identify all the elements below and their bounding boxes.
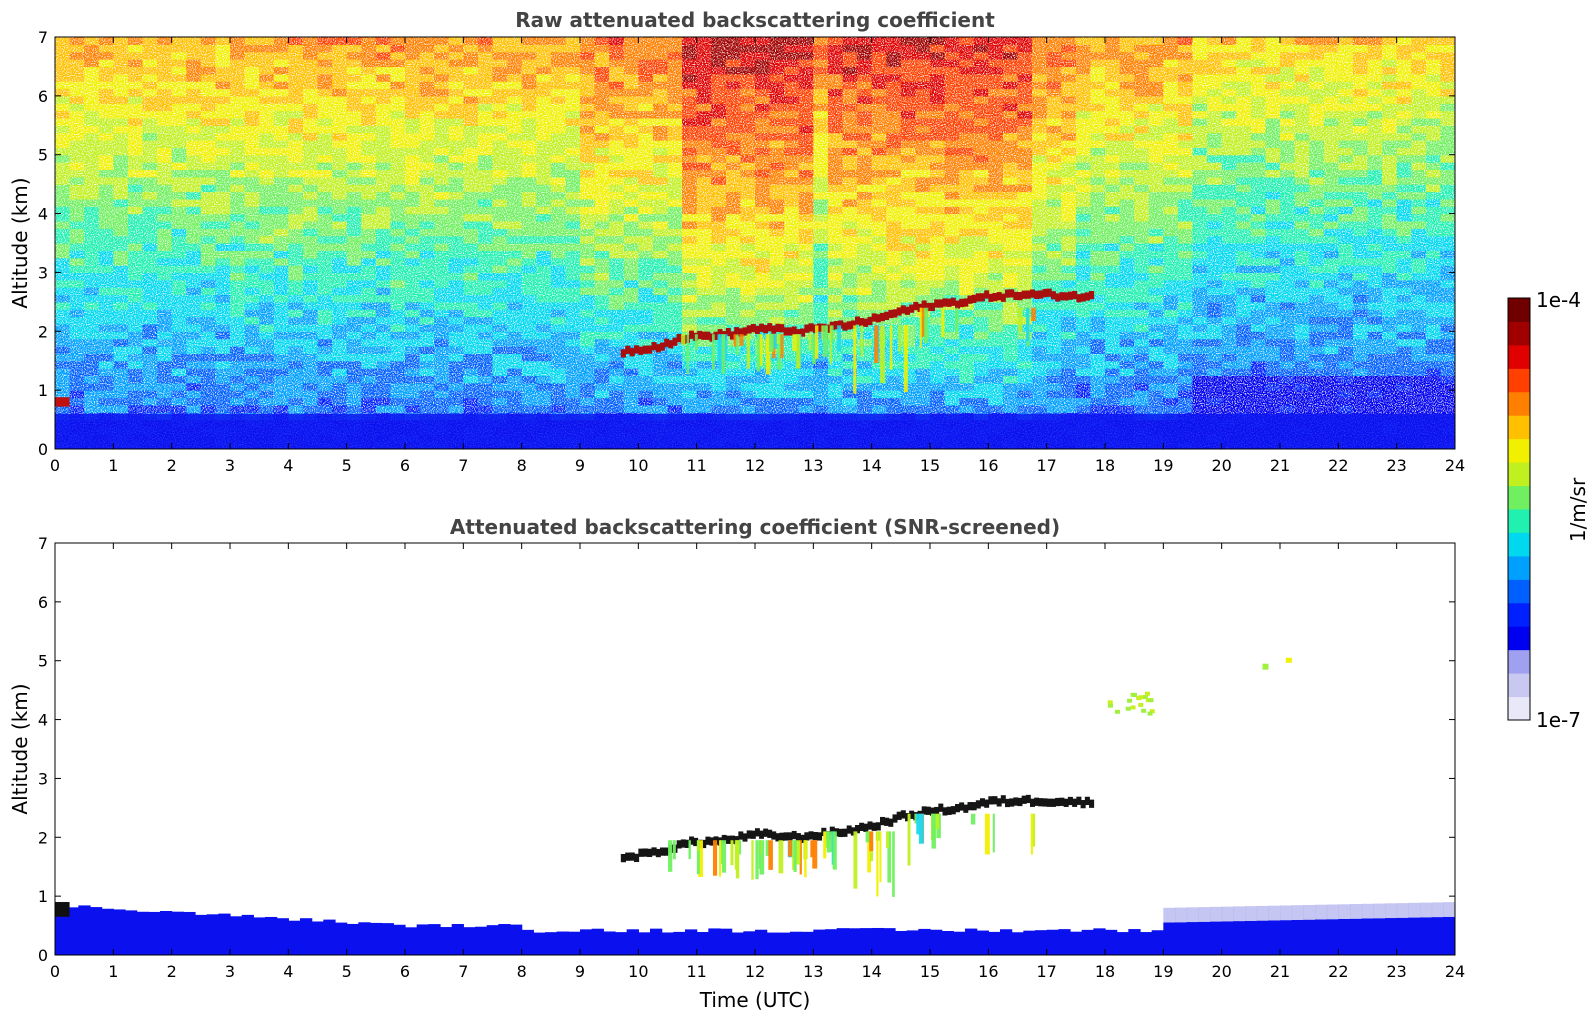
top-heatmap bbox=[55, 37, 1455, 449]
top-panel-title: Raw attenuated backscattering coefficien… bbox=[515, 8, 995, 32]
